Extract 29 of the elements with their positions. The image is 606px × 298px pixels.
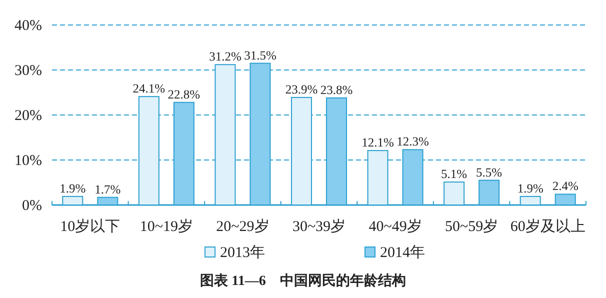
data-label: 12.3% [396,134,429,149]
x-tick-label: 30~39岁 [292,218,346,235]
data-label: 1.9% [60,181,86,196]
y-tick-label: 20% [14,108,42,124]
data-label: 23.9% [285,82,318,96]
x-tick-label: 20~29岁 [216,218,270,235]
data-label: 24.1% [132,82,166,96]
y-tick-label: 0% [22,198,42,214]
legend-label: 2014年 [380,244,425,261]
x-tick-label: 60岁及以上 [510,218,586,235]
data-label: 5.1% [441,167,468,182]
x-tick-label: 50~59岁 [445,218,498,235]
data-label: 12.1% [362,136,394,150]
data-label: 31.5% [244,48,276,62]
data-label: 1.9% [517,181,544,196]
y-tick-label: 30% [14,63,42,79]
data-label: 31.2% [209,50,242,64]
x-tick-label: 40~49岁 [368,218,422,235]
x-tick-label: 10~19岁 [140,218,193,235]
data-label: 5.5% [476,165,502,180]
data-label: 22.8% [168,87,200,102]
data-label: 23.8% [320,82,353,97]
legend-label: 2013年 [220,244,265,261]
y-tick-label: 10% [14,153,42,169]
data-label: 1.7% [94,182,121,196]
data-label: 2.4% [552,179,578,194]
x-tick-label: 10岁以下 [60,218,120,235]
y-tick-label: 40% [14,18,42,34]
text: 图表 11—6 中国网民的年龄结构 [200,273,406,289]
